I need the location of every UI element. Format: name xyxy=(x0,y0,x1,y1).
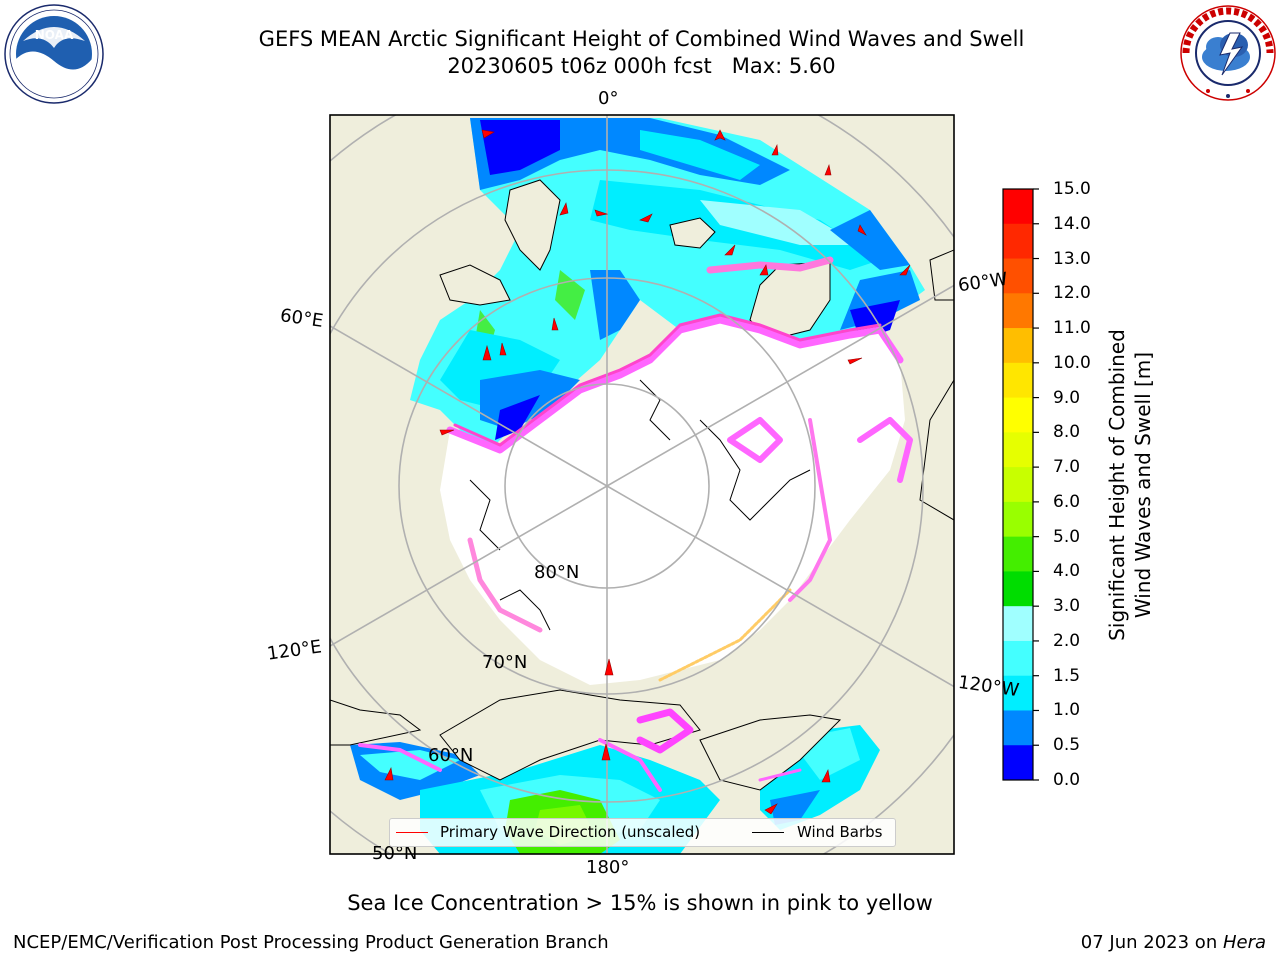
colorbar-tick-label: 3.0 xyxy=(1053,596,1081,617)
colorbar-tick-label: 4.0 xyxy=(1053,561,1081,582)
colorbar-tick-label: 13.0 xyxy=(1053,248,1091,269)
footer-date: 07 Jun 2023 on Hera xyxy=(1081,932,1266,953)
svg-text:NOAA: NOAA xyxy=(35,28,74,42)
wind-barbs-legend-label: Wind Barbs xyxy=(797,823,883,841)
colorbar-segment xyxy=(1003,432,1033,468)
wave-arrow xyxy=(821,769,831,783)
colorbar-segment xyxy=(1003,501,1033,538)
wave-arrow xyxy=(724,244,736,256)
colorbar-tick-label: 15.0 xyxy=(1053,179,1091,199)
colorbar-tick-label: 5.0 xyxy=(1053,526,1081,547)
sea-ice-note: Sea Ice Concentration > 15% is shown in … xyxy=(347,891,933,915)
wave-direction-arrows xyxy=(384,129,911,815)
colorbar-segment xyxy=(1003,258,1033,294)
land-masses xyxy=(330,179,954,791)
lat-label-70n: 70°N xyxy=(482,652,528,673)
wave-arrow xyxy=(559,202,569,216)
colorbar-segment xyxy=(1003,745,1033,781)
colorbar-tick-label: 0.0 xyxy=(1053,770,1081,790)
colorbar-tick-label: 0.5 xyxy=(1053,735,1081,756)
lon-label-0: 0° xyxy=(598,88,619,109)
colorbar-tick-label: 1.5 xyxy=(1053,665,1081,686)
colorbar-segment xyxy=(1003,606,1033,642)
colorbar-segment xyxy=(1003,397,1033,433)
lat-label-60n: 60°N xyxy=(428,745,474,766)
coastlines xyxy=(469,379,811,631)
colorbar-label-line1: Significant Height of Combined xyxy=(1105,329,1129,641)
map-frame xyxy=(329,114,955,855)
wave-arrow xyxy=(847,357,863,365)
wave-arrow xyxy=(551,317,559,331)
wave-arrow xyxy=(482,344,492,361)
wave-arrow xyxy=(601,743,611,761)
colorbar-tick-label: 14.0 xyxy=(1053,213,1091,234)
colorbar-segment xyxy=(1003,675,1033,711)
wind-barbs-legend-line xyxy=(752,832,784,833)
wave-arrow xyxy=(384,767,394,781)
nws-logo xyxy=(1180,5,1276,101)
colorbar-segment xyxy=(1003,293,1033,329)
wave-arrow xyxy=(604,658,614,676)
colorbar xyxy=(1003,189,1033,781)
colorbar-frame xyxy=(1002,188,1034,781)
map-legend: Primary Wave Direction (unscaled) Wind B… xyxy=(389,818,896,847)
colorbar-label-line2: Wind Waves and Swell [m] xyxy=(1131,351,1155,619)
colorbar-segment xyxy=(1003,536,1033,572)
wave-arrow xyxy=(481,129,495,139)
footer-host: Hera xyxy=(1222,932,1266,953)
footer-date-text: 07 Jun 2023 on xyxy=(1080,932,1223,953)
colorbar-segment xyxy=(1003,223,1033,260)
wave-arrow xyxy=(639,213,653,223)
colorbar-tick-label: 7.0 xyxy=(1053,457,1081,478)
wave-arrow xyxy=(824,163,832,176)
colorbar-tick-label: 9.0 xyxy=(1053,387,1081,408)
lon-label-180: 180° xyxy=(586,857,630,878)
colorbar-tick-label: 11.0 xyxy=(1053,318,1091,339)
footer-credit: NCEP/EMC/Verification Post Processing Pr… xyxy=(13,932,609,953)
colorbar-segment xyxy=(1003,640,1033,677)
colorbar-tick-label: 1.0 xyxy=(1053,700,1081,721)
wave-direction-legend-line xyxy=(396,832,428,833)
colorbar-tick-label: 8.0 xyxy=(1053,422,1081,443)
lat-label-80n: 80°N xyxy=(534,562,580,583)
wave-arrow xyxy=(594,209,609,217)
colorbar-segment xyxy=(1003,189,1033,225)
wave-arrow xyxy=(899,264,911,276)
chart-title: GEFS MEAN Arctic Significant Height of C… xyxy=(258,27,1025,51)
wave-arrow xyxy=(771,143,779,156)
wave-arrow xyxy=(764,803,778,815)
noaa-logo: NOAA xyxy=(4,4,104,104)
colorbar-tick-marks xyxy=(1033,188,1039,781)
colorbar-segment xyxy=(1003,362,1033,399)
graticule xyxy=(330,115,954,854)
sea-ice-edge xyxy=(358,256,913,792)
colorbar-segment xyxy=(1003,710,1033,746)
wave-arrow xyxy=(857,224,867,236)
colorbar-segment xyxy=(1003,571,1033,607)
colorbar-label: Significant Height of Combined Wind Wave… xyxy=(1104,329,1156,641)
map-canvas xyxy=(330,115,954,854)
colorbar-tick-label: 10.0 xyxy=(1053,352,1091,373)
lat-label-50n: 50°N xyxy=(372,843,418,864)
wave-arrow xyxy=(759,264,769,276)
colorbar-tick-label: 12.0 xyxy=(1053,283,1091,304)
wave-arrow xyxy=(439,429,455,436)
wave-direction-legend-label: Primary Wave Direction (unscaled) xyxy=(440,823,701,841)
wave-arrow xyxy=(499,342,507,356)
colorbar-segment xyxy=(1003,328,1033,364)
colorbar-tick-label: 6.0 xyxy=(1053,491,1081,512)
colorbar-segment xyxy=(1003,467,1033,503)
wave-arrow xyxy=(714,129,726,141)
chart-subtitle-forecast: 20230605 t06z 000h fcst Max: 5.60 xyxy=(447,54,836,78)
colorbar-tick-label: 2.0 xyxy=(1053,630,1081,651)
